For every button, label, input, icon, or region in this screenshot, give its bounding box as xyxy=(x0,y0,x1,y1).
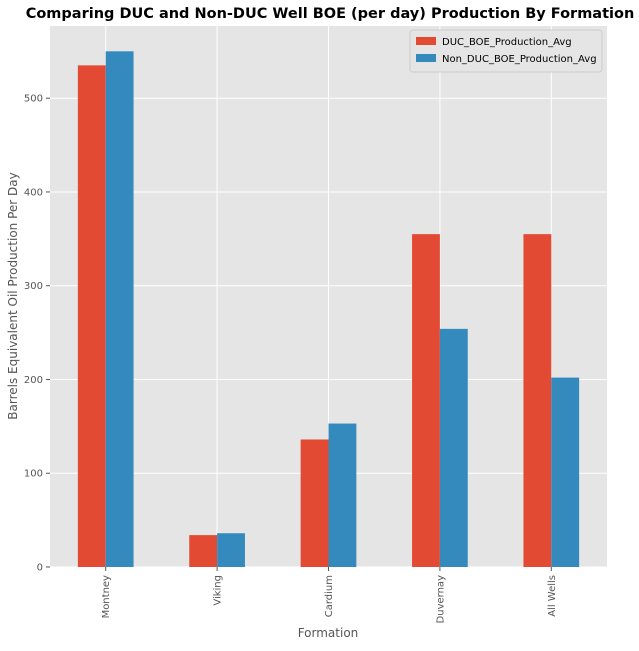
y-tick-label: 300 xyxy=(24,281,43,292)
legend-label: Non_DUC_BOE_Production_Avg xyxy=(442,54,597,65)
y-axis-label: Barrels Equivalent Oil Production Per Da… xyxy=(6,172,20,419)
legend-box xyxy=(409,29,603,73)
y-tick-label: 0 xyxy=(37,563,43,574)
x-tick-label: Cardium xyxy=(324,575,335,617)
bar-non-duc-all-wells xyxy=(551,377,580,567)
y-axis-ticks: 0 100 200 300 400 500 xyxy=(24,94,50,574)
chart-title: Comparing DUC and Non-DUC Well BOE (per … xyxy=(26,6,635,22)
y-tick-label: 500 xyxy=(24,94,43,105)
x-tick-label: Montney xyxy=(101,575,112,618)
bar-non-duc-viking xyxy=(217,533,245,567)
y-tick-label: 400 xyxy=(24,187,43,198)
x-tick-label: Viking xyxy=(213,575,224,606)
bar-non-duc-cardium xyxy=(328,423,357,567)
legend-label: DUC_BOE_Production_Avg xyxy=(442,37,572,48)
legend-swatch xyxy=(416,54,436,62)
bar-non-duc-montney xyxy=(105,51,134,567)
bar-duc-duvernay xyxy=(412,234,440,567)
y-tick-label: 100 xyxy=(24,469,43,480)
x-axis-label: Formation xyxy=(298,626,359,640)
bar-duc-cardium xyxy=(300,439,329,567)
bar-duc-montney xyxy=(77,65,106,567)
bar-non-duc-duvernay xyxy=(439,328,468,567)
legend-swatch xyxy=(416,37,436,45)
bars xyxy=(77,51,580,567)
bar-duc-viking xyxy=(189,535,218,567)
bar-duc-all-wells xyxy=(523,234,552,567)
legend: DUC_BOE_Production_Avg Non_DUC_BOE_Produc… xyxy=(409,29,603,73)
x-tick-label: All Wells xyxy=(547,575,558,617)
x-tick-label: Duvernay xyxy=(435,575,446,624)
x-axis-ticks: Montney Viking Cardium Duvernay All Wells xyxy=(101,567,558,623)
y-tick-label: 200 xyxy=(24,375,43,386)
